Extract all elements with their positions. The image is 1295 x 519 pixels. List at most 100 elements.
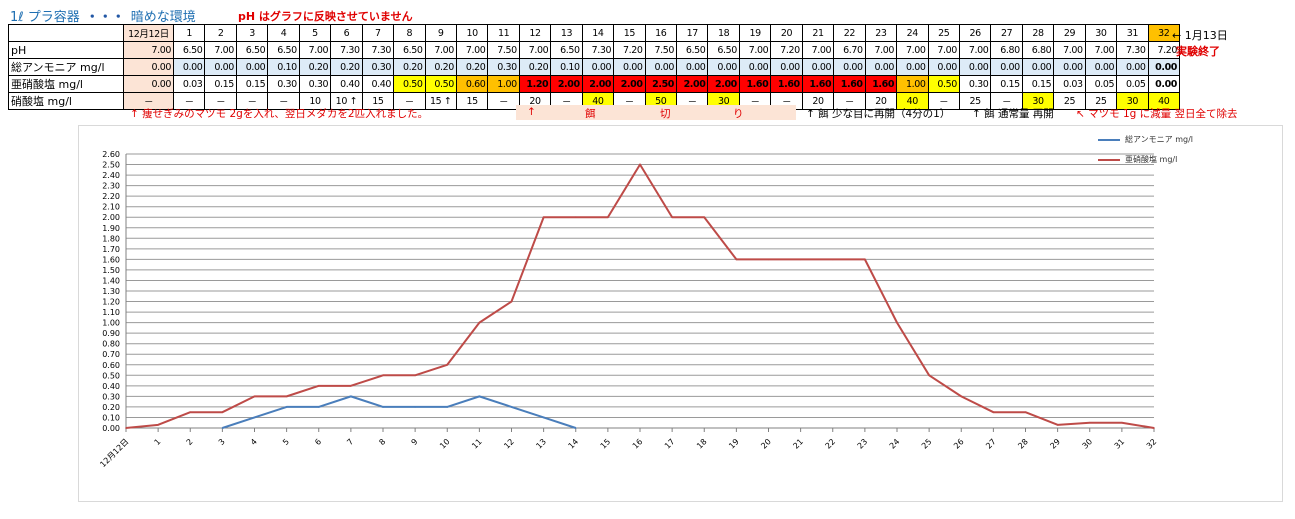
value-cell: 0.10 — [267, 58, 300, 76]
series-point-1 — [510, 300, 513, 303]
value-cell: 0.10 — [550, 58, 583, 76]
day-header-cell: 17 — [675, 24, 709, 42]
measurement-table: 12月12日 1 2 3 4 5 6 7 8 9 10 11 12 13 14 15 16 17 18 19 20 21 2… — [8, 24, 1181, 110]
series-point-1 — [253, 395, 256, 398]
value-cell: 1.60 — [770, 75, 803, 93]
value-cell: 0.20 — [518, 58, 552, 76]
y-tick-label: 1.60 — [102, 255, 120, 264]
value-cell: 30 — [1116, 92, 1149, 110]
day-header-cell: 23 — [864, 24, 898, 42]
value-cell: 6.50 — [235, 41, 269, 59]
value-cell: 2.00 — [675, 75, 709, 93]
environment-label: 暗めな環境 — [130, 10, 196, 25]
value-cell: 6.70 — [833, 41, 866, 59]
value-cell: 0.30 — [361, 58, 395, 76]
value-cell: 0.15 — [235, 75, 269, 93]
line-chart: 0.00 0.100.20 0.300.40 0.500.60 0.700.80 0.90… — [98, 150, 1158, 469]
x-tick-label: 29 — [1048, 437, 1062, 451]
value-cell: 0.03 — [172, 75, 206, 93]
series-point-1 — [671, 216, 673, 219]
x-tick-label: 21 — [791, 437, 805, 451]
title-dots: ・・・ — [85, 10, 125, 25]
value-cell: 0.20 — [393, 58, 426, 76]
value-cell: 1.00 — [896, 75, 929, 93]
y-tick-label: 1.90 — [102, 224, 120, 233]
feed-cut-arrow: ↑ — [527, 106, 536, 118]
value-cell: 0.00 — [707, 58, 740, 76]
legend-label: 総アンモニア mg/l — [1125, 135, 1194, 144]
value-cell: 0.03 — [1053, 75, 1086, 93]
y-tick-label: 0.80 — [102, 340, 120, 349]
value-cell: 0.00 — [833, 58, 866, 76]
value-cell: 0.30 — [958, 75, 992, 93]
value-cell: 6.50 — [267, 41, 300, 59]
x-tick-label: 31 — [1113, 437, 1127, 451]
value-cell: － — [172, 92, 206, 110]
value-cell: 0.20 — [298, 58, 332, 76]
value-cell: 10 ↑ — [330, 92, 363, 110]
x-tick-label: 8 — [377, 437, 387, 447]
value-cell: 6.80 — [1021, 41, 1055, 59]
value-cell: 7.20 — [770, 41, 803, 59]
value-cell: 0.15 — [204, 75, 237, 93]
day-header-cell: 18 — [707, 24, 740, 42]
value-cell: 2.00 — [581, 75, 615, 93]
value-cell: 7.00 — [1053, 41, 1086, 59]
series-line-0 — [222, 395, 577, 429]
value-cell: 0.00 — [1021, 58, 1055, 76]
x-tick-label: 16 — [631, 437, 645, 451]
y-tick-label: 1.80 — [102, 234, 120, 243]
value-cell: 7.20 — [1147, 41, 1181, 59]
value-cell: － — [393, 92, 426, 110]
series-point-0 — [446, 406, 449, 408]
value-cell: 0.00 — [864, 58, 898, 76]
series-point-1 — [157, 424, 159, 426]
legend-label: 亜硝酸塩 mg/l — [1125, 155, 1178, 164]
value-cell: 0.30 — [487, 58, 520, 76]
x-tick-label: 12 — [502, 437, 516, 451]
legend-swatch — [1098, 158, 1120, 161]
series-point-0 — [574, 427, 577, 429]
series-point-1 — [703, 216, 706, 219]
x-tick-label: 9 — [410, 437, 420, 447]
day-header-cell: 20 — [770, 24, 803, 42]
value-cell: 7.50 — [487, 41, 520, 59]
series-point-1 — [317, 385, 320, 387]
table-row: 亜硝酸塩 mg/l 0.00 0.03 0.15 0.15 0.30 0.30 0.40 0.4… — [8, 75, 1181, 93]
day-header-cell: 31 — [1116, 24, 1149, 42]
value-cell: 0.00 — [123, 58, 174, 76]
day-header-cell: 3 — [235, 24, 269, 42]
value-cell: 7.00 — [864, 41, 898, 59]
value-cell: 0.15 — [990, 75, 1023, 93]
series-point-1 — [221, 411, 224, 413]
y-tick-label: 1.30 — [102, 287, 120, 296]
y-tick-label: 1.00 — [102, 319, 120, 328]
y-tick-label: 2.30 — [102, 182, 120, 191]
series-point-1 — [478, 321, 481, 324]
y-tick-label: 1.50 — [102, 266, 120, 275]
value-cell: 0.00 — [738, 58, 772, 76]
series-point-1 — [125, 427, 127, 429]
value-cell: 1.60 — [738, 75, 772, 93]
day-header-cell: 7 — [361, 24, 395, 42]
y-tick-label: 1.20 — [102, 298, 120, 307]
value-cell: 0.30 — [298, 75, 332, 93]
x-tick-label: 17 — [663, 437, 677, 451]
chart-area: 0.00 0.10 0.20 0.30 0.40 0.50 0.60 0.70 0.80 0.90… — [78, 125, 1283, 502]
value-cell: 7.00 — [927, 41, 960, 59]
x-tick-label: 23 — [856, 437, 870, 451]
value-cell: 40 — [1147, 92, 1181, 110]
series-point-1 — [1121, 421, 1123, 424]
value-cell: 15 — [455, 92, 489, 110]
series-point-1 — [960, 395, 963, 398]
value-cell: 0.00 — [1084, 58, 1118, 76]
series-point-1 — [189, 411, 192, 413]
y-tick-label: 2.40 — [102, 171, 120, 180]
series-point-0 — [350, 395, 352, 398]
value-cell: 0.00 — [927, 58, 960, 76]
corner-cell — [8, 24, 124, 42]
y-tick-label: 0.90 — [102, 329, 120, 338]
matsumo-note: ↖ マツモ 1g に減量 翌日全て除去 — [1076, 108, 1238, 120]
y-tick-label: 0.40 — [102, 382, 120, 391]
value-cell: 2.50 — [644, 75, 678, 93]
